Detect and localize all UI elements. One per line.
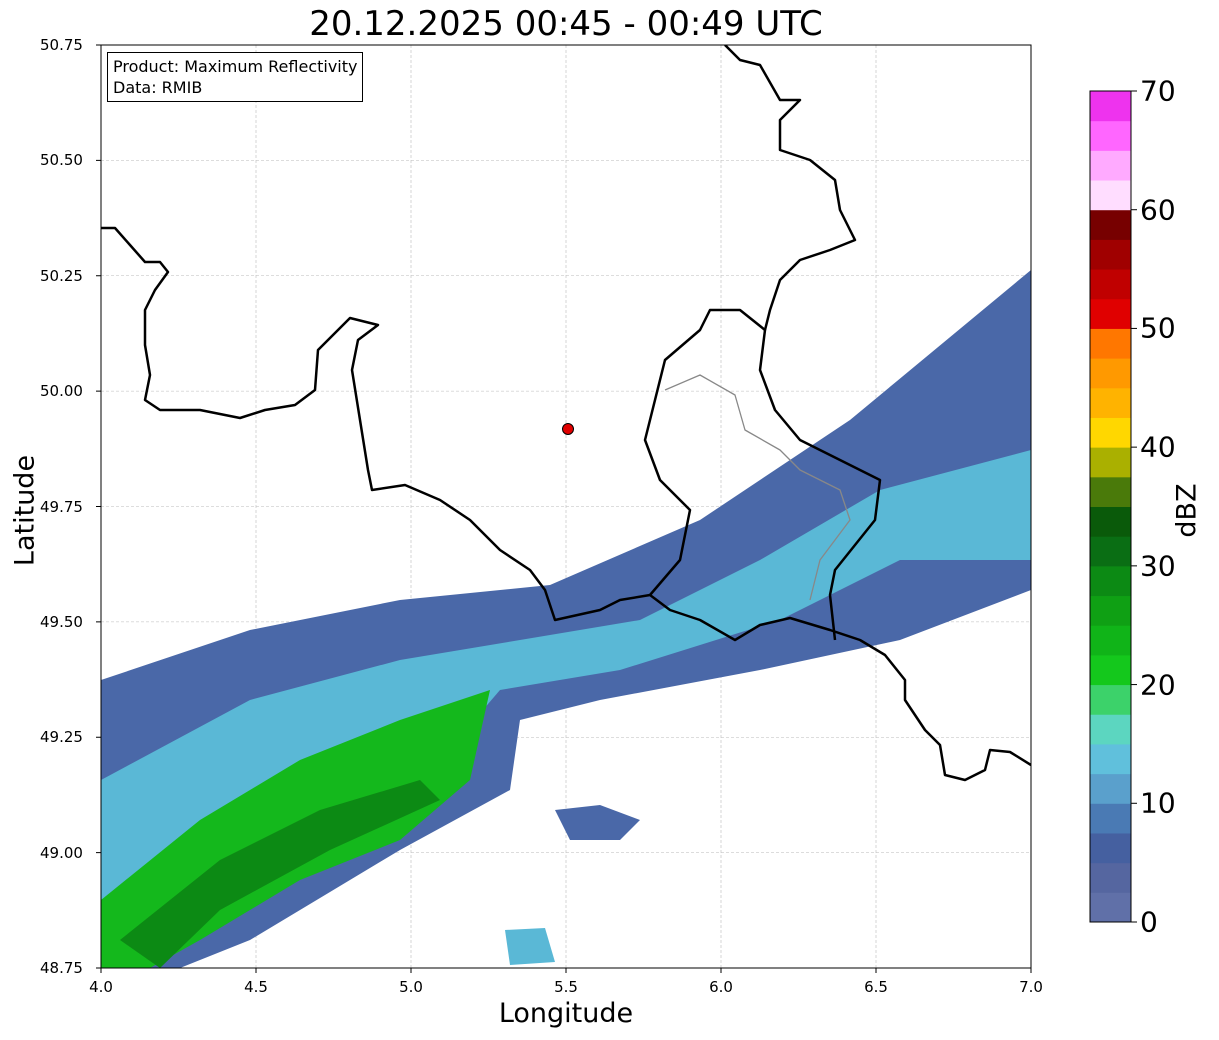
colorbar-tick-label: 50 bbox=[1140, 311, 1176, 345]
reflectivity-echoes bbox=[101, 270, 1031, 968]
border-belgium-france bbox=[101, 226, 1031, 782]
province-boundary bbox=[664, 374, 851, 601]
product-info-box: Product: Maximum Reflectivity Data: RMIB bbox=[107, 52, 364, 102]
colorbar-tick-label: 30 bbox=[1140, 549, 1176, 583]
y-tick-label: 49.75 bbox=[40, 497, 83, 516]
border-belgium-germany bbox=[724, 45, 857, 331]
colorbar-bin bbox=[1090, 328, 1131, 359]
colorbar-bin bbox=[1090, 120, 1131, 151]
echo-band-light bbox=[101, 450, 1031, 968]
y-tick-label: 49.00 bbox=[40, 843, 83, 862]
colorbar-bin bbox=[1090, 506, 1131, 537]
colorbar bbox=[1089, 90, 1137, 923]
colorbar-bin bbox=[1090, 358, 1131, 389]
product-label: Product: Maximum Reflectivity bbox=[113, 57, 358, 76]
echo-small-southeast bbox=[920, 470, 1031, 550]
colorbar-bin bbox=[1090, 832, 1131, 864]
colorbar-tick-label: 10 bbox=[1140, 786, 1176, 820]
colorbar-bin bbox=[1090, 387, 1131, 418]
colorbar-bin bbox=[1090, 565, 1131, 597]
colorbar-bin bbox=[1090, 595, 1131, 626]
colorbar-tick-label: 20 bbox=[1140, 668, 1176, 702]
x-tick-label: 6.5 bbox=[864, 978, 888, 996]
colorbar-bin bbox=[1090, 91, 1131, 122]
colorbar-bin bbox=[1090, 892, 1131, 923]
data-source-label: Data: RMIB bbox=[113, 78, 203, 97]
x-tick-label: 4.0 bbox=[89, 978, 113, 996]
colorbar-bin bbox=[1090, 269, 1131, 300]
colorbar-tick-label: 70 bbox=[1140, 74, 1176, 108]
y-tick-label: 50.50 bbox=[40, 151, 83, 170]
radar-site-marker bbox=[562, 423, 574, 435]
colorbar-bin bbox=[1090, 862, 1131, 893]
colorbar-frame bbox=[1089, 90, 1132, 923]
echo-small-south bbox=[555, 805, 640, 840]
colorbar-bin bbox=[1090, 209, 1131, 240]
colorbar-bin bbox=[1090, 150, 1131, 181]
y-tick-label: 49.25 bbox=[40, 728, 83, 747]
colorbar-tick-label: 60 bbox=[1140, 193, 1176, 227]
colorbar-bin bbox=[1090, 447, 1131, 478]
echo-small-bottom bbox=[505, 928, 555, 965]
x-axis-label: Longitude bbox=[498, 998, 634, 1029]
colorbar-bin bbox=[1090, 180, 1131, 211]
colorbar-bin bbox=[1090, 625, 1131, 656]
y-tick-label: 48.75 bbox=[40, 959, 83, 977]
figure-title: 20.12.2025 00:45 - 00:49 UTC bbox=[309, 4, 823, 44]
colorbar-tick-label: 40 bbox=[1140, 430, 1176, 464]
colorbar-bin bbox=[1090, 714, 1131, 745]
colorbar-bin bbox=[1090, 684, 1131, 715]
colorbar-bin bbox=[1090, 743, 1131, 775]
colorbar-bin bbox=[1090, 803, 1131, 834]
x-tick-label: 5.5 bbox=[554, 978, 578, 996]
colorbar-tick-label: 0 bbox=[1140, 905, 1158, 939]
colorbar-bin bbox=[1090, 654, 1131, 686]
x-tick-label: 4.5 bbox=[244, 978, 268, 996]
y-tick-label: 49.50 bbox=[40, 612, 83, 631]
colorbar-bin bbox=[1090, 476, 1131, 507]
x-tick-label: 7.0 bbox=[1019, 978, 1043, 996]
y-tick-label: 50.25 bbox=[40, 266, 83, 285]
colorbar-bin bbox=[1090, 773, 1131, 804]
y-tick-label: 50.00 bbox=[40, 382, 83, 401]
y-axis-label: Latitude bbox=[9, 454, 41, 567]
x-tick-label: 6.0 bbox=[709, 978, 733, 996]
x-tick-label: 5.0 bbox=[399, 978, 423, 996]
colorbar-bin bbox=[1090, 536, 1131, 567]
colorbar-bin bbox=[1090, 239, 1131, 270]
colorbar-label: dBZ bbox=[1171, 483, 1203, 538]
colorbar-bin bbox=[1090, 298, 1131, 329]
y-tick-label: 50.75 bbox=[40, 36, 83, 54]
echo-core-dark-green bbox=[120, 780, 440, 968]
colorbar-bin bbox=[1090, 417, 1131, 448]
